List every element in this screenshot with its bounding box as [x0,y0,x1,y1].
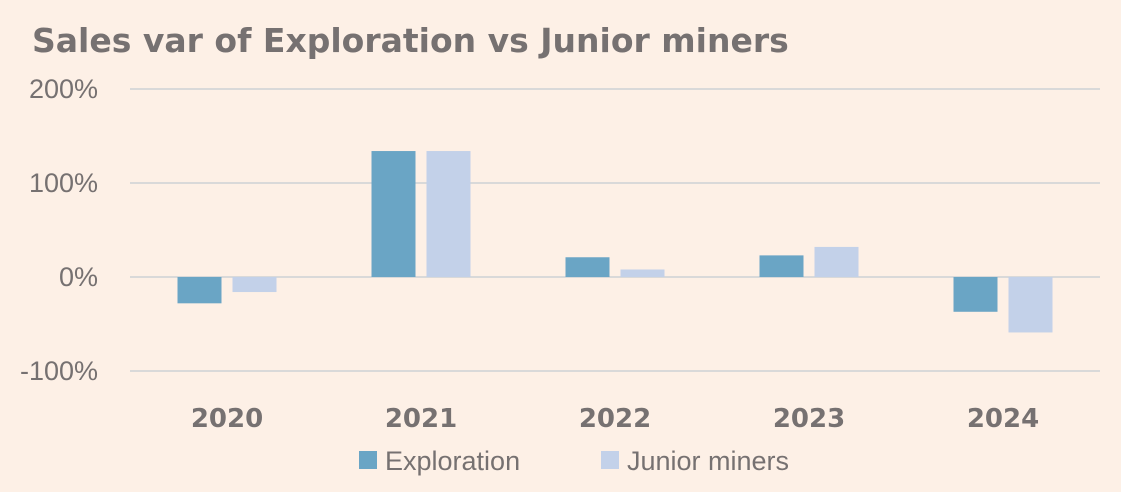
y-tick-label: 100% [29,168,98,198]
bar-exploration-2021 [371,151,416,277]
legend-swatch [359,451,377,469]
legend-label: Junior miners [627,446,789,476]
y-tick-label: 200% [29,74,98,104]
x-category-label: 2020 [191,404,263,434]
bar-junior-miners-2024 [1008,277,1053,333]
x-category-label: 2021 [385,404,457,434]
chart-title: Sales var of Exploration vs Junior miner… [32,21,789,60]
bar-junior-miners-2022 [620,269,665,277]
legend-swatch [601,451,619,469]
bar-exploration-2022 [565,257,610,277]
bar-exploration-2023 [759,255,804,277]
legend-label: Exploration [385,446,520,476]
y-axis-tick-labels: 200% 100% 0% -100% [20,74,98,386]
bar-exploration-2024 [953,277,998,312]
y-tick-label: -100% [20,356,98,386]
legend[interactable]: Exploration Junior miners [359,446,789,476]
legend-item-exploration[interactable]: Exploration [359,446,520,476]
bar-junior-miners-2021 [426,151,471,277]
bar-junior-miners-2020 [232,277,277,293]
bar-junior-miners-2023 [814,246,859,277]
legend-item-junior-miners[interactable]: Junior miners [601,446,789,476]
y-tick-label: 0% [59,262,98,292]
x-category-label: 2022 [579,404,651,434]
x-category-label: 2024 [967,404,1039,434]
x-category-label: 2023 [773,404,845,434]
bars [177,151,1053,333]
x-axis-category-labels: 2020 2021 2022 2023 2024 [191,404,1039,434]
bar-exploration-2020 [177,277,222,304]
gridlines [130,88,1100,372]
